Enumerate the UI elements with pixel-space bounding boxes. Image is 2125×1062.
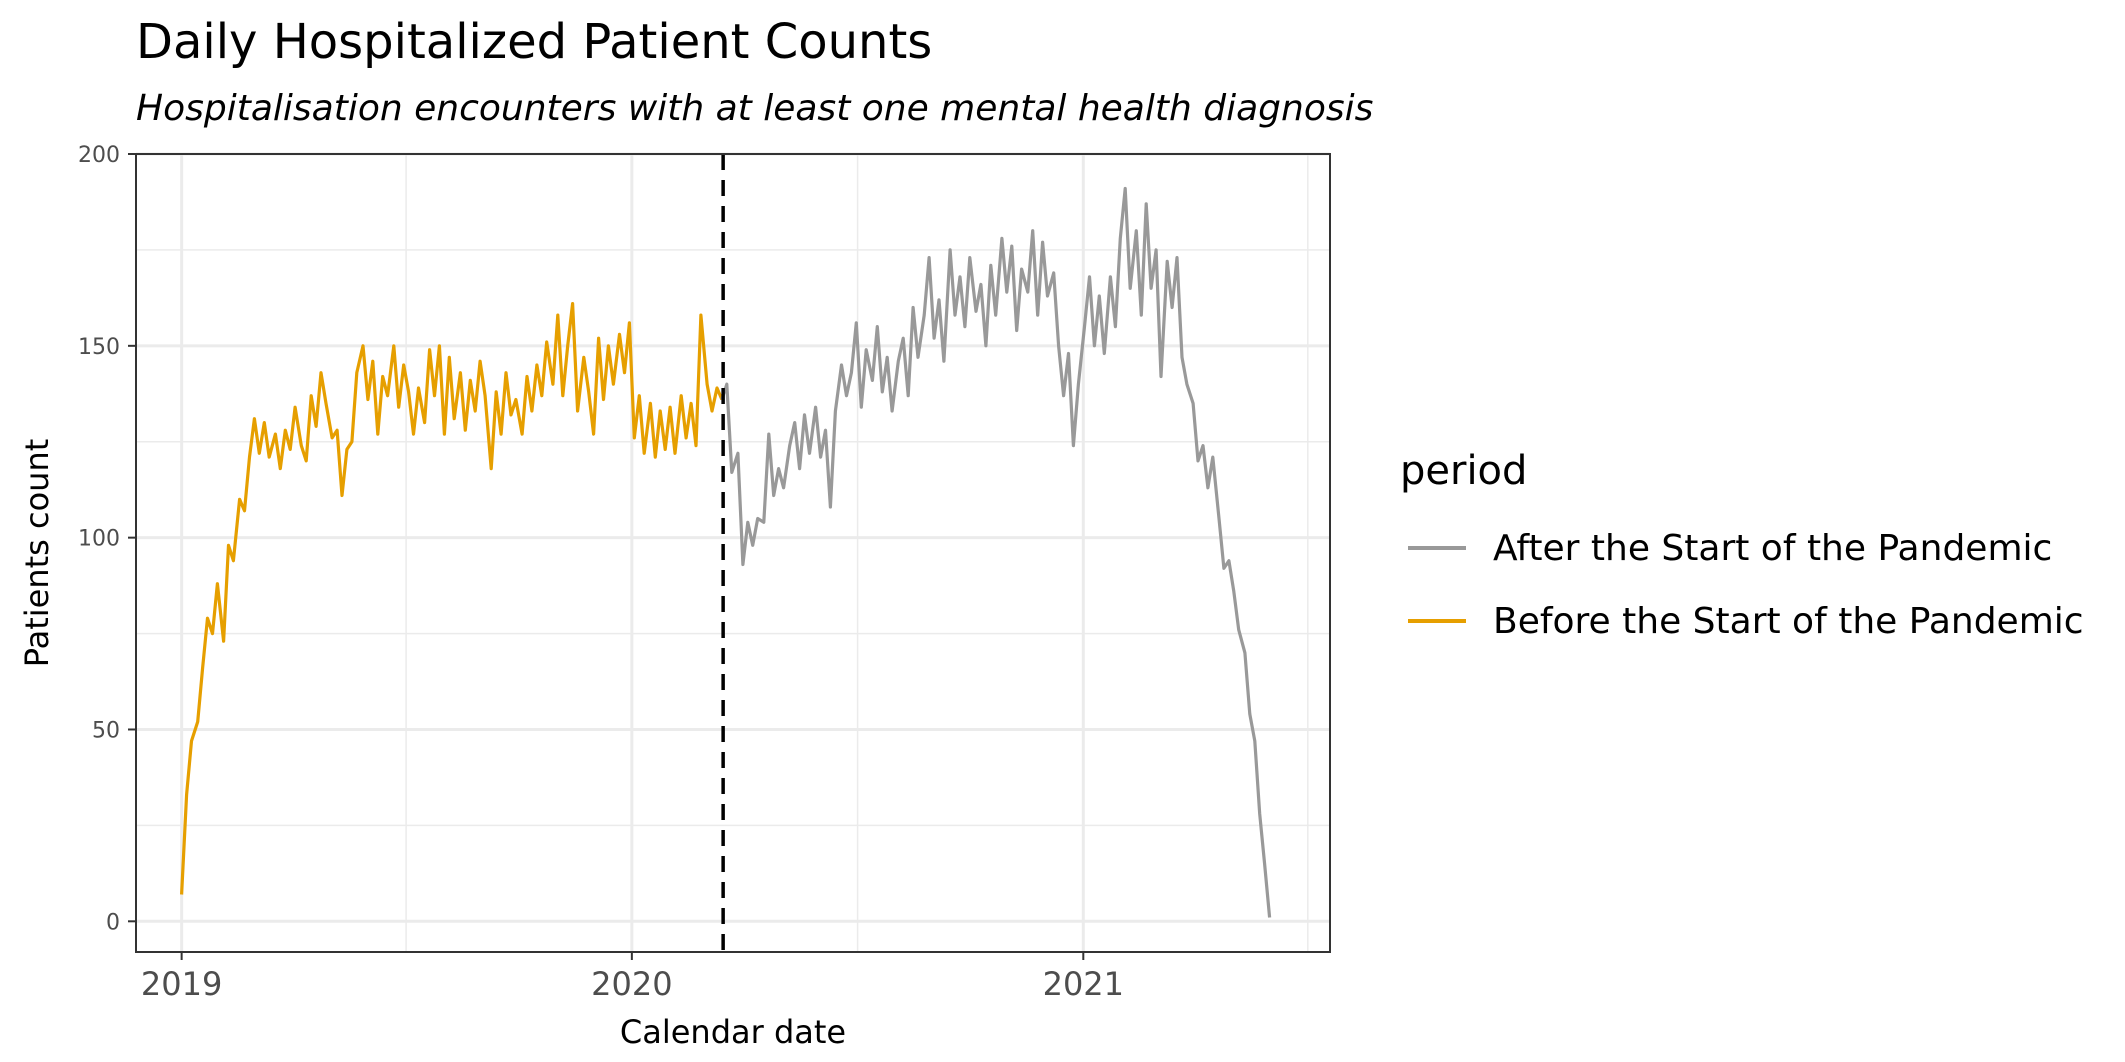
series-lines	[180, 186, 1272, 918]
y-tick-label: 0	[106, 910, 120, 935]
legend-title: period	[1400, 448, 1527, 494]
y-axis-title: Patients count	[18, 439, 56, 668]
gridlines	[136, 152, 1330, 952]
x-axis-ticks: 2019 2020 2021	[141, 952, 1124, 1003]
chart-title: Daily Hospitalized Patient Counts	[136, 14, 932, 70]
x-tick-label: 2019	[141, 965, 222, 1003]
legend: period After the Start of the Pandemic B…	[1400, 448, 2084, 642]
y-tick-label: 200	[78, 143, 120, 168]
series-line-after-the-start-of-the-pandemic	[720, 186, 1272, 918]
x-axis-title: Calendar date	[620, 1013, 846, 1051]
y-tick-label: 150	[78, 335, 120, 360]
chart-subtitle: Hospitalisation encounters with at least…	[136, 88, 1373, 129]
series-line-before-the-start-of-the-pandemic	[180, 302, 724, 895]
legend-label-after: After the Start of the Pandemic	[1493, 528, 2052, 569]
y-tick-label: 100	[78, 527, 120, 552]
x-tick-label: 2021	[1043, 965, 1124, 1003]
x-tick-label: 2020	[591, 965, 672, 1003]
legend-label-before: Before the Start of the Pandemic	[1493, 601, 2084, 642]
y-tick-label: 50	[92, 718, 120, 743]
y-axis-ticks: 0 50 100 150 200	[78, 143, 136, 935]
plot-border	[135, 153, 1331, 953]
